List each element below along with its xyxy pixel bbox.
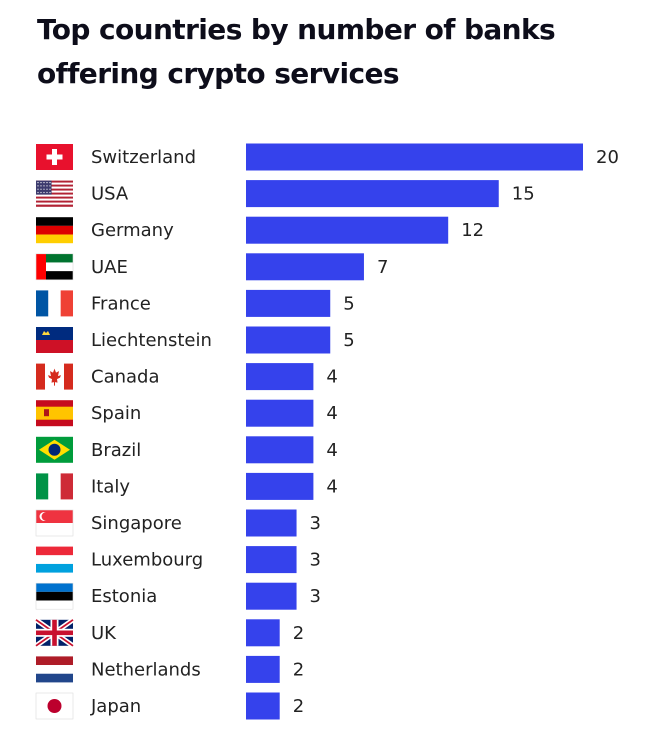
bar (246, 326, 331, 354)
category-label: France (91, 293, 151, 314)
category-label: Brazil (91, 440, 141, 461)
italy-flag-icon (36, 473, 73, 500)
category-label: Singapore (91, 513, 182, 534)
value-label: 4 (326, 403, 337, 424)
switzerland-flag-icon (36, 144, 73, 170)
chart-title: Top countries by number of banks offerin… (37, 13, 556, 90)
category-label: UK (91, 623, 117, 644)
estonia-flag-icon (35, 582, 74, 610)
category-label: USA (91, 184, 129, 205)
canada-flag-icon (36, 363, 73, 390)
france-flag-icon (36, 290, 73, 317)
bar (246, 472, 314, 500)
value-label: 3 (310, 513, 321, 534)
bar (246, 216, 449, 244)
value-label: 4 (326, 476, 337, 497)
brazil-flag-icon (36, 436, 73, 463)
category-label: Liechtenstein (91, 330, 212, 351)
bar (246, 363, 314, 391)
bar (246, 399, 314, 427)
category-label: Switzerland (91, 147, 196, 168)
bar (246, 692, 280, 720)
value-label: 7 (377, 257, 388, 278)
category-label: Italy (91, 476, 130, 497)
bar (246, 582, 297, 610)
value-label: 3 (310, 586, 321, 607)
bar (246, 655, 280, 683)
value-label: 12 (461, 220, 484, 241)
category-label: Spain (91, 403, 141, 424)
category-label: Canada (91, 367, 160, 388)
value-label: 2 (293, 696, 304, 717)
value-label: 15 (512, 184, 535, 205)
japan-flag-icon (35, 692, 74, 720)
singapore-flag-icon (35, 509, 74, 537)
category-label: Netherlands (91, 659, 201, 680)
usa-flag-icon (36, 180, 73, 207)
spain-flag-icon (36, 400, 73, 427)
bar (246, 436, 314, 464)
bar (246, 289, 331, 317)
value-label: 3 (310, 550, 321, 571)
value-label: 2 (293, 623, 304, 644)
category-label: Luxembourg (91, 550, 203, 571)
value-label: 4 (326, 367, 337, 388)
value-label: 4 (326, 440, 337, 461)
category-label: Estonia (91, 586, 157, 607)
luxembourg-flag-icon (36, 546, 73, 573)
category-label: UAE (91, 257, 128, 278)
bar (246, 619, 280, 647)
bar (246, 546, 297, 574)
bar (246, 180, 499, 208)
value-label: 2 (293, 659, 304, 680)
uk-flag-icon (34, 617, 75, 648)
bar (246, 509, 297, 537)
liechtenstein-flag-icon (36, 327, 73, 353)
value-label: 5 (343, 293, 354, 314)
value-label: 5 (343, 330, 354, 351)
bar (246, 143, 583, 171)
netherlands-flag-icon (36, 656, 73, 683)
germany-flag-icon (36, 217, 73, 244)
value-label: 20 (596, 147, 619, 168)
category-label: Japan (90, 696, 141, 717)
bar (246, 253, 364, 281)
category-label: Germany (91, 220, 174, 241)
uae-flag-icon (35, 253, 74, 281)
